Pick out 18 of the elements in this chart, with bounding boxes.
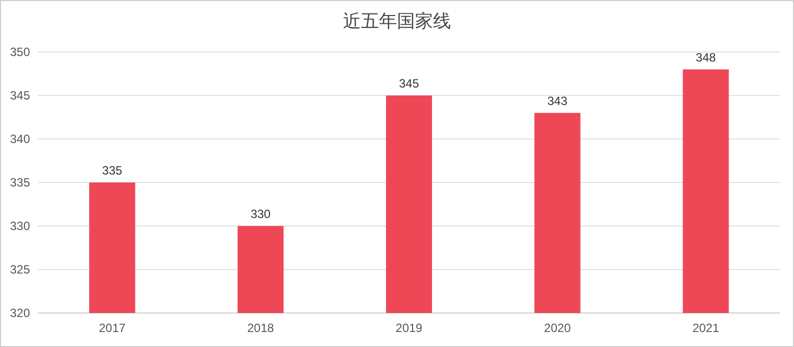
y-tick-label: 320 <box>10 306 30 320</box>
x-tick-label: 2017 <box>98 321 126 335</box>
y-tick-label: 330 <box>10 219 30 233</box>
data-label: 343 <box>547 94 568 108</box>
y-tick-label: 350 <box>10 45 30 59</box>
y-tick-label: 345 <box>10 88 30 102</box>
x-tick-label: 2021 <box>692 321 720 335</box>
y-tick-label: 325 <box>10 262 30 276</box>
x-tick-label: 2019 <box>396 321 423 335</box>
data-label: 348 <box>696 50 716 64</box>
x-tick-label: 2020 <box>544 321 572 335</box>
y-tick-label: 340 <box>10 132 30 146</box>
data-label: 330 <box>250 207 271 221</box>
y-tick-label: 335 <box>10 176 30 190</box>
data-label: 345 <box>398 76 420 90</box>
data-label: 335 <box>102 164 123 178</box>
chart-title: 近五年国家线 <box>343 11 451 31</box>
x-tick-label: 2018 <box>247 321 274 335</box>
